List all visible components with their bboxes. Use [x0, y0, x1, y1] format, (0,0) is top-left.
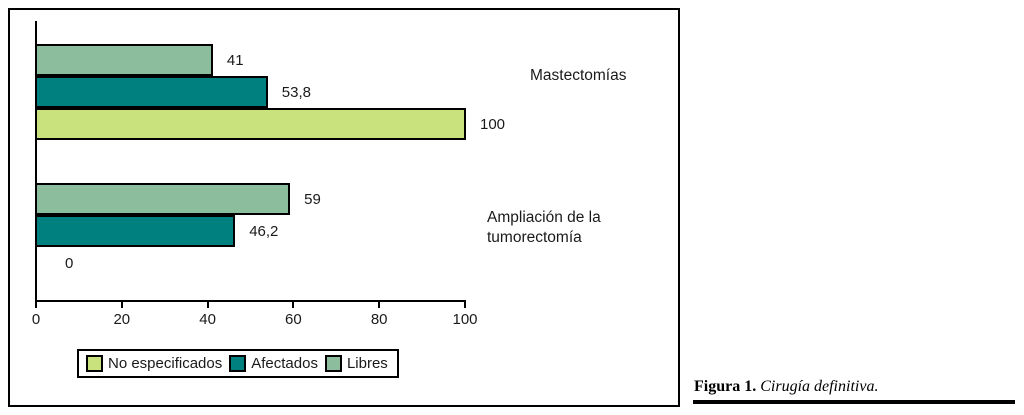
legend-item-no-especificados: No especificados	[86, 355, 222, 372]
legend-swatch-libres-icon	[324, 355, 342, 372]
x-tick-label: 80	[370, 311, 388, 328]
x-axis-line	[35, 300, 466, 302]
figure-caption: Figura 1. Cirugía definitiva.	[694, 378, 878, 396]
caption-prefix: Figura 1.	[694, 378, 757, 395]
legend-label: Libres	[346, 355, 388, 372]
legend-item-afectados: Afectados	[229, 355, 318, 372]
x-tick-label: 20	[113, 311, 131, 328]
x-tick	[206, 302, 209, 308]
bar-afectados-mastectomias	[35, 76, 268, 108]
x-tick-label: 40	[199, 311, 216, 328]
y-axis-line	[35, 21, 37, 302]
x-tick-label: 60	[285, 311, 302, 328]
bar-libres-ampliacion-de-la-tumorectomia	[35, 183, 291, 215]
bar-value-label: 59	[304, 191, 321, 208]
x-tick	[120, 302, 123, 308]
chart-frame: 0 20 40 60 80 100 41 53,8 100 59 46,2 0 Mastectomí…	[8, 8, 680, 407]
legend-label: Afectados	[251, 355, 318, 372]
bar-value-label: 0	[65, 255, 74, 272]
legend: No especificados Afectados Libres	[77, 349, 399, 378]
x-tick	[35, 302, 37, 308]
caption-rule	[693, 400, 1015, 404]
legend-swatch-no-especificados-icon	[86, 355, 103, 372]
bar-afectados-ampliacion-de-la-tumorectomia	[35, 215, 236, 247]
caption-text: Cirugía definitiva.	[760, 378, 879, 395]
category-label-ampliacion-tumorectomia: Ampliación de la tumorectomía	[487, 209, 601, 246]
bar-no-especificados-mastectomias	[35, 108, 466, 140]
x-tick	[378, 302, 381, 308]
bar-value-label: 41	[226, 52, 244, 69]
x-tick-label: 100	[452, 311, 478, 328]
legend-item-libres: Libres	[324, 355, 388, 372]
legend-swatch-afectados-icon	[229, 355, 247, 372]
category-label-mastectomias: Mastectomías	[530, 67, 627, 84]
legend-label: No especificados	[108, 355, 223, 372]
x-tick-label: 0	[31, 311, 41, 328]
bar-value-label: 46,2	[249, 223, 279, 240]
bar-libres-mastectomias	[35, 44, 213, 76]
x-tick	[292, 302, 295, 308]
x-tick	[464, 302, 466, 308]
bar-value-label: 100	[480, 116, 506, 133]
bar-value-label: 53,8	[281, 84, 311, 101]
